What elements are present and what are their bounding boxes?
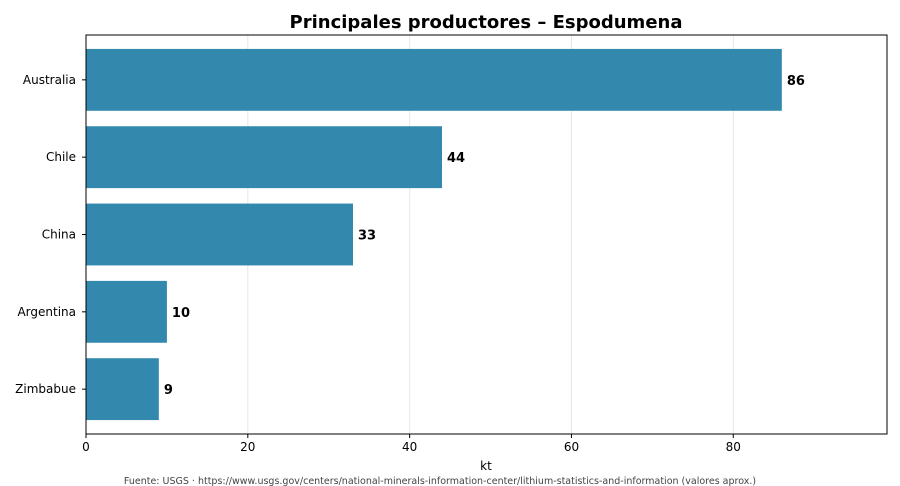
bar: [86, 280, 167, 343]
bar: [86, 48, 782, 111]
value-label: 86: [787, 74, 805, 89]
value-label: 33: [358, 229, 376, 244]
category-label: Zimbabue: [15, 382, 76, 396]
x-tick-label: 80: [726, 440, 741, 454]
bar: [86, 203, 353, 266]
category-label: China: [42, 228, 76, 242]
bars: [86, 48, 782, 421]
x-tick-label: 60: [564, 440, 579, 454]
category-label: Chile: [46, 150, 76, 164]
x-tick-label: 40: [402, 440, 417, 454]
category-label: Australia: [23, 73, 76, 87]
category-axis: Australia Chile China Argentina Zimbabue: [15, 73, 86, 396]
bar: [86, 358, 159, 421]
value-label: 44: [447, 151, 465, 166]
x-tick-label: 0: [82, 440, 90, 454]
chart-title: Principales productores – Espodumena: [290, 12, 683, 33]
value-label: 10: [172, 306, 190, 321]
x-axis-ticks: 0 20 40 60 80: [82, 434, 741, 454]
x-tick-label: 20: [240, 440, 255, 454]
bar: [86, 126, 442, 189]
value-labels: 86 44 33 10 9: [164, 74, 805, 398]
value-label: 9: [164, 383, 173, 398]
x-axis-label: kt: [480, 459, 492, 473]
category-label: Argentina: [17, 305, 76, 319]
source-note: Fuente: USGS · https://www.usgs.gov/cent…: [124, 476, 756, 486]
